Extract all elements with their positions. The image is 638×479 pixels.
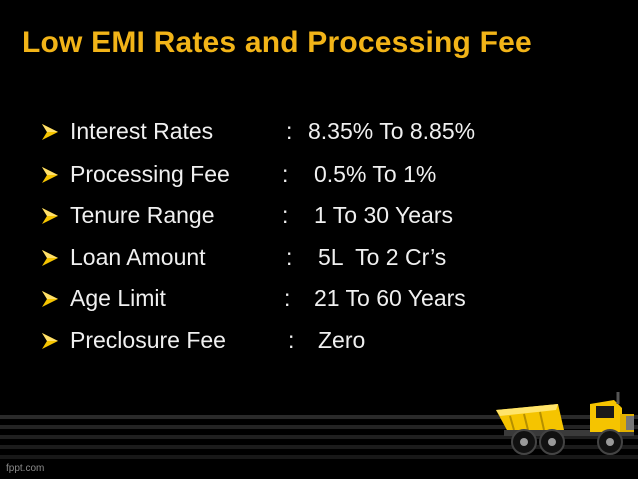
item-value: 8.35% To 8.85% <box>308 118 476 144</box>
slide-title: Low EMI Rates and Processing Fee <box>22 26 532 59</box>
item-label: Preclosure Fee <box>70 327 226 353</box>
item-label: Processing Fee <box>70 161 230 187</box>
watermark: fppt.com <box>6 463 45 474</box>
arrowhead-bullet-icon <box>42 167 58 183</box>
dump-truck-icon <box>496 392 634 455</box>
item-separator: : <box>282 202 289 228</box>
arrowhead-bullet-icon <box>42 250 58 266</box>
item-label: Age Limit <box>70 285 166 311</box>
item-label: Tenure Range <box>70 202 215 228</box>
road-stripes-decoration <box>0 415 638 459</box>
item-value: 1 To 30 Years <box>314 202 453 228</box>
arrowhead-bullet-icon <box>42 124 58 140</box>
item-value: 0.5% To 1% <box>314 161 437 187</box>
arrowhead-bullet-icon <box>42 333 58 349</box>
arrowhead-bullet-icon <box>42 291 58 307</box>
item-separator: : <box>288 327 295 353</box>
item-separator: : <box>282 161 289 187</box>
item-value: Zero <box>318 327 366 353</box>
arrowhead-bullet-icon <box>42 208 58 224</box>
item-value: 21 To 60 Years <box>314 285 466 311</box>
item-value: 5L To 2 Cr’s <box>318 244 447 270</box>
item-label: Interest Rates <box>70 118 214 144</box>
item-label: Loan Amount <box>70 244 206 270</box>
item-separator: : <box>284 285 291 311</box>
item-separator: : <box>286 244 293 270</box>
item-separator: : <box>286 118 293 144</box>
